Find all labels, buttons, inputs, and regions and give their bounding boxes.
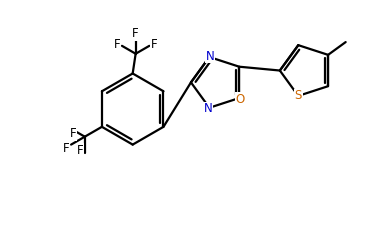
Text: S: S bbox=[295, 89, 302, 102]
Text: F: F bbox=[132, 27, 139, 40]
Text: F: F bbox=[63, 142, 69, 155]
Text: N: N bbox=[206, 50, 215, 63]
Text: F: F bbox=[114, 38, 120, 51]
Text: F: F bbox=[76, 144, 83, 157]
Text: O: O bbox=[236, 92, 245, 106]
Text: F: F bbox=[70, 127, 76, 140]
Text: F: F bbox=[151, 38, 157, 51]
Text: N: N bbox=[204, 102, 213, 115]
